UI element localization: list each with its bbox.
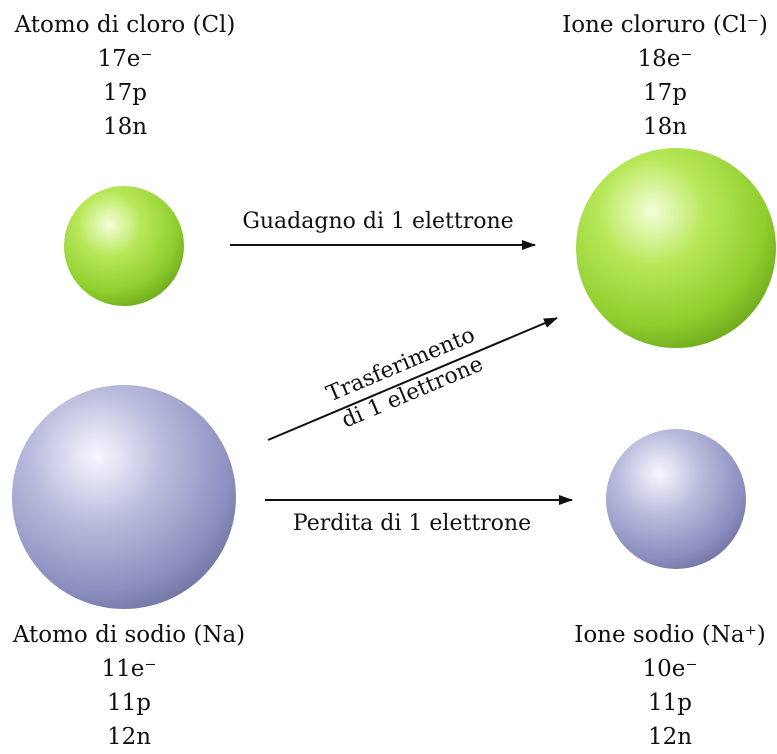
chlorine-atom-title: Atomo di cloro (Cl): [14, 12, 236, 38]
sodium-ion-protons: 11p: [648, 690, 692, 716]
chloride-ion-protons: 17p: [643, 80, 687, 106]
chloride-ion-electrons: 18e⁻: [637, 46, 693, 72]
sodium-atom-label: Atomo di sodio (Na) 11e⁻ 11p 12n: [0, 618, 258, 754]
sodium-ion-sphere: [606, 429, 746, 569]
chloride-ion-sphere: [576, 148, 776, 348]
chlorine-atom-protons: 17p: [103, 80, 147, 106]
chloride-ion-title: Ione cloruro (Cl⁻): [562, 12, 768, 38]
sodium-atom-sphere: [12, 385, 236, 609]
chloride-ion-label: Ione cloruro (Cl⁻) 18e⁻ 17p 18n: [555, 8, 775, 144]
transfer-arrow: [267, 317, 558, 441]
chlorine-atom-sphere: [64, 186, 184, 306]
gain-label: Guadagno di 1 elettrone: [242, 209, 513, 234]
sodium-atom-protons: 11p: [107, 690, 151, 716]
sodium-atom-electrons: 11e⁻: [101, 656, 157, 682]
chlorine-atom-label: Atomo di cloro (Cl) 17e⁻ 17p 18n: [0, 8, 250, 144]
chloride-ion-neutrons: 18n: [642, 114, 688, 140]
chlorine-atom-electrons: 17e⁻: [97, 46, 153, 72]
loss-label: Perdita di 1 elettrone: [293, 511, 531, 536]
sodium-atom-title: Atomo di sodio (Na): [12, 622, 246, 648]
chlorine-atom-neutrons: 18n: [102, 114, 148, 140]
sodium-ion-electrons: 10e⁻: [642, 656, 698, 682]
sodium-ion-title: Ione sodio (Na⁺): [574, 622, 766, 648]
